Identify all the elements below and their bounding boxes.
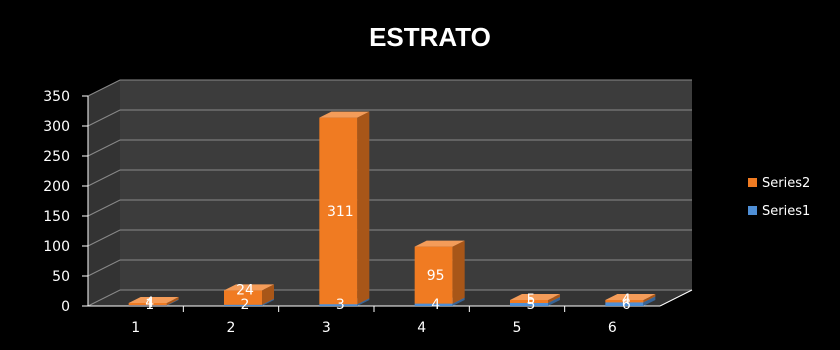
- y-tick-label: 150: [43, 209, 70, 225]
- bar-front: [414, 246, 453, 304]
- y-tick-label: 300: [43, 119, 70, 135]
- chart-title: ESTRATO: [369, 22, 491, 52]
- bar-series2-6: [605, 294, 656, 303]
- bar-front: [224, 304, 262, 306]
- data-label-series1: 2: [241, 297, 250, 313]
- bar-side: [548, 297, 560, 306]
- data-label-series1: 3: [336, 297, 345, 313]
- bar-side: [548, 294, 560, 303]
- y-tick-label: 200: [43, 179, 70, 195]
- bar-front: [128, 303, 167, 306]
- bar-side: [166, 299, 179, 306]
- bar-side: [357, 298, 370, 306]
- bar-side: [643, 294, 656, 303]
- y-axis-ticks: 0 50 100 150 200 250 300 350: [43, 89, 693, 315]
- data-label-series1: 6: [622, 297, 631, 313]
- data-label-series1: 4: [431, 297, 440, 313]
- legend-swatch-series1: [748, 206, 757, 215]
- gridline: [87, 229, 692, 247]
- bar-series2-2: [224, 284, 274, 305]
- bar-side: [643, 296, 656, 306]
- bar-series2-1: [128, 297, 179, 306]
- data-label-series2: 4: [145, 295, 154, 311]
- data-label-series1: 1: [145, 297, 154, 313]
- bar-series2-5: [510, 294, 560, 303]
- legend-label-series1: Series1: [762, 204, 810, 219]
- x-tick-label: 3: [322, 320, 331, 336]
- bar-front: [319, 304, 358, 306]
- data-label-series2: 4: [622, 292, 631, 308]
- bar-side: [357, 111, 370, 305]
- gridline: [87, 169, 692, 187]
- gridline: [87, 199, 692, 217]
- gridline: [87, 289, 692, 307]
- bar-front: [224, 290, 262, 305]
- bar-front: [605, 300, 644, 303]
- x-tick-label: 5: [513, 320, 522, 336]
- bar-series2-3: [319, 111, 370, 305]
- x-axis-depth-line: [659, 289, 693, 307]
- data-label-series2: 95: [427, 268, 445, 284]
- bar-side: [452, 297, 465, 306]
- bar-side: [262, 284, 274, 305]
- data-label-series2: 311: [327, 204, 354, 220]
- bar-front: [605, 302, 644, 306]
- legend-label-series2: Series2: [762, 176, 810, 191]
- y-tick-label: 250: [43, 149, 70, 165]
- chart-walls: [88, 80, 692, 306]
- bar-side: [166, 297, 179, 306]
- bar-front: [128, 305, 167, 306]
- bar-series2-4: [414, 240, 465, 304]
- y-tick-label: 100: [43, 239, 70, 255]
- legend: Series2 Series1: [748, 176, 810, 219]
- gridlines: [87, 79, 692, 307]
- legend-swatch-series2: [748, 178, 757, 187]
- bar-top: [605, 294, 656, 300]
- bar-top: [414, 240, 465, 247]
- data-label-series1: 5: [527, 297, 536, 313]
- bar-side: [452, 240, 465, 304]
- gridline: [87, 139, 692, 157]
- x-tick-label: 2: [227, 320, 236, 336]
- bar-top: [319, 111, 370, 118]
- x-tick-label: 1: [131, 320, 140, 336]
- gridline: [87, 79, 692, 97]
- bar-top: [224, 284, 274, 291]
- data-label-series2: 24: [236, 282, 254, 298]
- bars: [128, 111, 656, 306]
- y-tick-label: 50: [52, 269, 70, 285]
- gridline: [87, 259, 692, 277]
- gridline: [87, 109, 692, 127]
- side-wall: [88, 80, 120, 306]
- bar-front: [414, 303, 453, 306]
- back-wall: [120, 80, 692, 290]
- data-label-series2: 5: [527, 292, 536, 308]
- x-tick-label: 6: [608, 320, 617, 336]
- bar-front: [510, 300, 548, 303]
- bar-side: [262, 298, 274, 306]
- y-tick-label: 0: [61, 299, 70, 315]
- bar-front: [510, 303, 548, 306]
- y-tick-label: 350: [43, 89, 70, 105]
- x-axis-ticks: 1 2 3 4 5 6: [131, 306, 617, 336]
- bar-front: [319, 117, 358, 305]
- bar-top: [510, 294, 560, 300]
- x-tick-label: 4: [417, 320, 426, 336]
- bar-top: [128, 297, 179, 303]
